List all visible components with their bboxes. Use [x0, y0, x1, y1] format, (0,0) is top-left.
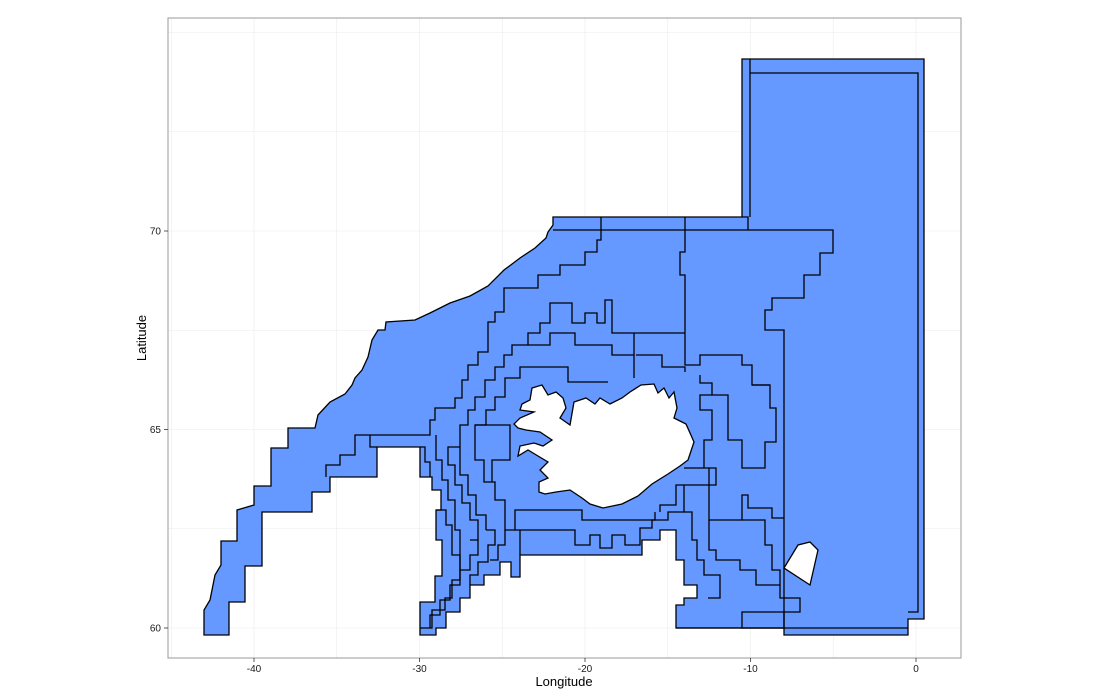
- boundary-line: [469, 529, 496, 585]
- boundary-line: [369, 435, 377, 448]
- y-axis-title: Latitude: [134, 315, 149, 361]
- boundary-line: [420, 446, 431, 477]
- region-boundaries: [325, 59, 919, 629]
- boundary-line: [459, 299, 685, 530]
- y-tick-label: 70: [150, 227, 162, 238]
- boundary-line: [420, 509, 461, 629]
- iceland-landmass: [513, 383, 695, 509]
- boundary-line: [447, 446, 479, 540]
- boundary-line: [659, 484, 684, 512]
- x-tick-label: 0: [913, 664, 919, 675]
- x-axis-title: Longitude: [535, 674, 592, 689]
- boundary-line: [742, 519, 781, 585]
- plot-panel-border: [167, 17, 962, 659]
- boundary-line: [683, 467, 721, 599]
- x-tick-label: -10: [743, 664, 758, 675]
- x-tick-label: -30: [412, 664, 427, 675]
- boundary-line: [528, 332, 635, 356]
- boundary-line: [475, 424, 511, 482]
- faroe-island: [783, 541, 819, 587]
- boundary-line: [522, 509, 656, 521]
- axis-ticks: [164, 230, 917, 662]
- boundary-line: [699, 394, 713, 468]
- boundary-line: [636, 354, 686, 372]
- boundary-line: [490, 530, 506, 561]
- boundary-line: [679, 217, 777, 469]
- x-tick-label: -40: [247, 664, 262, 675]
- boundary-line: [325, 217, 602, 477]
- boundary-line: [708, 520, 801, 628]
- boundary-line: [749, 59, 919, 613]
- y-tick-label: 60: [150, 624, 162, 635]
- y-tick-label: 65: [150, 425, 162, 436]
- boundary-line: [708, 468, 784, 521]
- axis-tick-labels: -40 -30 -20 -10 0 60 65 70: [150, 227, 919, 676]
- boundary-line: [429, 539, 479, 628]
- boundary-line: [435, 435, 461, 570]
- x-tick-label: -20: [578, 664, 593, 675]
- boundary-line: [741, 611, 784, 628]
